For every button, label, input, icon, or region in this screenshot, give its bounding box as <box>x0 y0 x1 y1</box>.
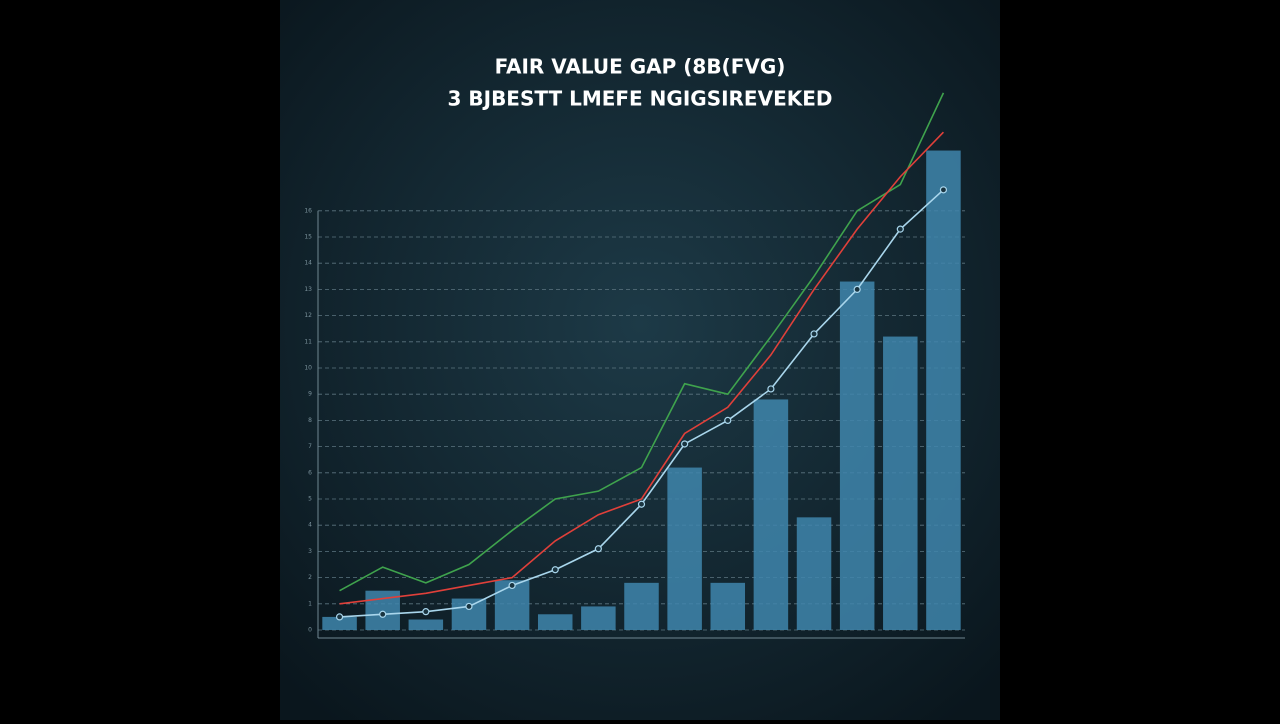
y-tick-label: 4 <box>308 522 312 529</box>
bar <box>408 619 444 630</box>
bar <box>322 616 357 630</box>
y-tick-label: 8 <box>308 417 312 424</box>
line <box>339 92 945 592</box>
y-tick-label: 13 <box>304 286 312 293</box>
y-tick-label: 2 <box>308 574 312 581</box>
y-tick-label: 9 <box>308 391 312 398</box>
y-tick-label: 7 <box>308 443 312 450</box>
line-marker <box>422 608 430 616</box>
bar <box>710 582 746 630</box>
line <box>339 131 945 605</box>
line-marker <box>896 225 904 233</box>
y-tick-label: 12 <box>304 312 312 319</box>
chart-title: FAIR VALUE GAP (8B(FVG) <box>495 55 786 79</box>
line-marker <box>551 566 559 574</box>
y-tick-label: 0 <box>308 627 312 634</box>
bar <box>839 281 875 630</box>
y-tick-label: 15 <box>304 234 312 241</box>
line-marker <box>335 613 344 621</box>
line-marker <box>637 500 646 508</box>
y-tick-label: 16 <box>304 207 312 214</box>
bar <box>926 150 961 631</box>
line-marker <box>810 330 818 338</box>
line-marker <box>465 602 473 611</box>
bar <box>667 467 702 630</box>
bar <box>796 517 832 630</box>
bar <box>537 614 573 630</box>
y-tick-label: 5 <box>308 496 312 503</box>
y-tick-label: 10 <box>304 365 312 372</box>
line-marker <box>853 285 861 293</box>
bar <box>624 582 659 630</box>
y-tick-label: 1 <box>308 600 312 607</box>
line-marker <box>767 385 775 393</box>
line-marker <box>939 186 948 194</box>
chart-subtitle: 3 BJBESTT LMEFE NGIGSIREVEKED <box>448 87 833 111</box>
y-tick-label: 14 <box>304 260 312 267</box>
y-tick-label: 6 <box>308 469 312 476</box>
y-tick-label: 3 <box>308 548 312 555</box>
line-marker <box>724 416 732 424</box>
bar <box>883 336 918 630</box>
line-marker <box>379 610 387 618</box>
line-marker <box>508 581 516 590</box>
line-marker <box>681 440 689 448</box>
y-tick-label: 11 <box>304 338 312 345</box>
bar <box>581 606 616 630</box>
bar <box>753 399 789 630</box>
line-marker <box>594 545 602 553</box>
